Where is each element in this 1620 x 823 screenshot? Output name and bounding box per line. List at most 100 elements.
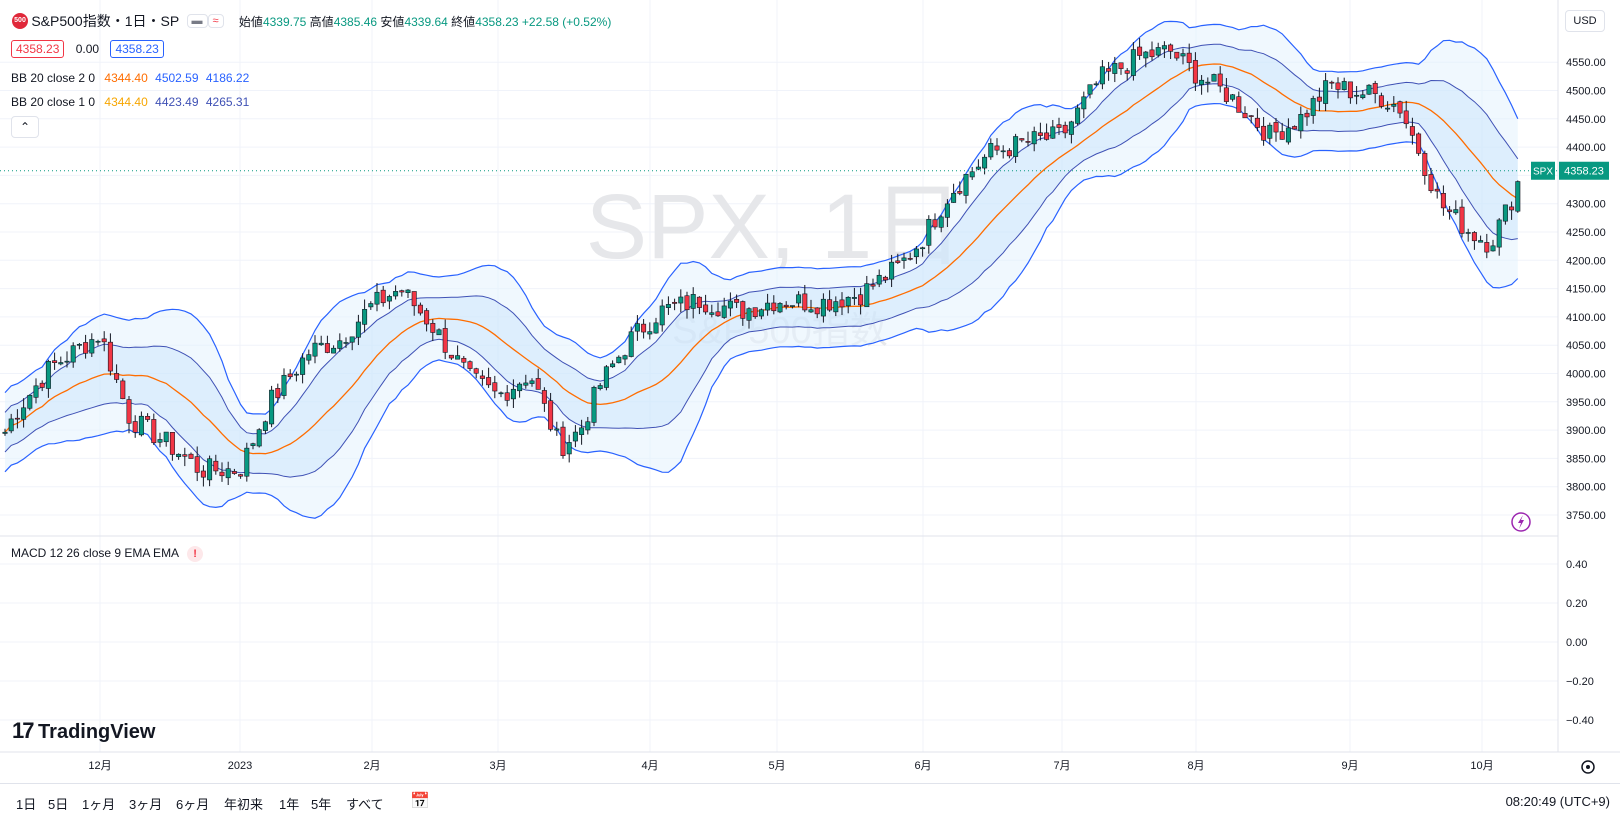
candle-body <box>1217 73 1223 87</box>
clock[interactable]: 08:20:49 (UTC+9) <box>1505 794 1610 809</box>
range-1d[interactable]: 1日 <box>16 797 37 812</box>
candle-body <box>386 296 392 302</box>
candle-body <box>145 416 151 420</box>
candle-body <box>913 248 919 258</box>
symbol-legend: 500 S&P500指数・1日・SP ▬ ≈ 始値4339.75 高値4385.4… <box>12 11 611 31</box>
candle-body <box>541 390 547 404</box>
candle-body <box>1180 53 1186 57</box>
settings-gear-icon[interactable] <box>1581 760 1595 774</box>
chevron-up-icon[interactable]: ⌃ <box>11 116 39 138</box>
candle-body <box>1440 193 1446 209</box>
candle-body <box>1397 101 1403 114</box>
candle-body <box>498 392 504 395</box>
range-1y[interactable]: 1年 <box>279 797 300 812</box>
bb2-fill <box>5 21 1518 519</box>
open-value: 4339.75 <box>262 14 307 29</box>
bb2-basis: 4344.40 <box>104 71 148 85</box>
candle-body <box>752 307 758 318</box>
x-tick-label: 2月 <box>363 760 380 772</box>
tv-mark-icon: 17 <box>12 718 35 743</box>
price-tag-bg <box>1559 161 1609 180</box>
candle-body <box>1366 84 1372 95</box>
lightning-bolt <box>1518 515 1524 529</box>
candle-body <box>1068 121 1074 135</box>
buy-button[interactable]: 4358.23 <box>110 40 164 58</box>
bottom-toolbar: 1日 5日 1ヶ月 3ヶ月 6ヶ月 年初来 1年 5年 すべて 📅 08:20:… <box>0 783 1620 820</box>
candle-body <box>603 366 609 388</box>
candle-body <box>814 307 820 315</box>
candle-body <box>740 301 746 319</box>
tradingview-logo[interactable]: 17 TradingView <box>12 718 156 744</box>
candle-body <box>21 407 27 420</box>
candle-body <box>616 356 622 364</box>
bb1-basis: 4344.40 <box>104 95 148 109</box>
range-5y[interactable]: 5年 <box>311 797 332 812</box>
candle-body <box>703 304 709 313</box>
candle-body <box>504 392 510 401</box>
candle-body <box>845 296 851 307</box>
candle-body <box>572 431 578 442</box>
y-tick-label: 3950.00 <box>1566 397 1606 409</box>
candle-body <box>1242 112 1248 119</box>
candle-body <box>510 388 516 400</box>
x-tick-label: 8月 <box>1187 760 1204 772</box>
candle-body <box>76 344 82 346</box>
candle-body <box>944 203 950 218</box>
candle-body <box>2 431 8 434</box>
candle-body <box>1081 96 1087 110</box>
candle-body <box>566 442 572 455</box>
candle-body <box>1422 153 1428 176</box>
candle-body <box>1378 95 1384 107</box>
macd-legend[interactable]: MACD 12 26 close 9 EMA EMA! <box>11 546 204 562</box>
wave-icon[interactable]: ≈ <box>207 14 224 28</box>
candle-body <box>517 383 523 392</box>
range-all[interactable]: すべて <box>346 797 384 812</box>
candle-body <box>1044 132 1050 140</box>
candle-body <box>1335 82 1341 90</box>
candle-body <box>473 368 479 374</box>
candle-body <box>926 219 932 246</box>
candle-body <box>771 302 777 312</box>
candle-body <box>957 191 963 194</box>
high-value: 4385.46 <box>333 14 378 29</box>
currency-selector[interactable]: USD <box>1565 10 1605 32</box>
range-6m[interactable]: 6ヶ月 <box>176 797 210 812</box>
range-1m[interactable]: 1ヶ月 <box>82 797 116 812</box>
calendar-range-icon[interactable]: 📅 <box>410 793 430 810</box>
candle-body <box>1093 83 1099 86</box>
range-ytd[interactable]: 年初来 <box>224 797 264 812</box>
minimize-icon[interactable]: ▬ <box>186 14 208 28</box>
candle-body <box>58 362 64 365</box>
candle-body <box>1161 45 1167 50</box>
candle-body <box>1149 49 1155 58</box>
candle-body <box>436 329 442 336</box>
bb1-legend[interactable]: BB 20 close 1 0 4344.40 4423.49 4265.31 <box>11 95 249 109</box>
candle-body <box>1000 150 1006 153</box>
candle-body <box>281 374 287 396</box>
candle-body <box>1509 206 1515 211</box>
bb2-legend[interactable]: BB 20 close 2 0 4344.40 4502.59 4186.22 <box>11 71 249 85</box>
candle-body <box>932 219 938 228</box>
range-5d[interactable]: 5日 <box>48 797 69 812</box>
candle-body <box>1205 81 1211 84</box>
candle-body <box>114 373 120 380</box>
symbol-title[interactable]: S&P500指数・1日・SP <box>31 13 180 29</box>
range-3m[interactable]: 3ヶ月 <box>129 797 163 812</box>
sell-button[interactable]: 4358.23 <box>11 40 65 58</box>
candle-body <box>969 171 975 178</box>
candle-body <box>399 290 405 293</box>
alert-icon[interactable]: ! <box>187 546 204 562</box>
candle-body <box>70 345 76 363</box>
candle-body <box>448 354 454 359</box>
low-value: 4339.64 <box>404 14 448 29</box>
candle-body <box>796 294 802 304</box>
candle-body <box>1124 70 1130 74</box>
candle-body <box>622 355 628 360</box>
candle-body <box>858 294 864 306</box>
candle-body <box>1168 44 1174 52</box>
candle-body <box>275 388 281 399</box>
bb2-upper: 4502.59 <box>155 71 199 85</box>
candle-body <box>982 156 988 169</box>
candle-body <box>262 421 268 431</box>
